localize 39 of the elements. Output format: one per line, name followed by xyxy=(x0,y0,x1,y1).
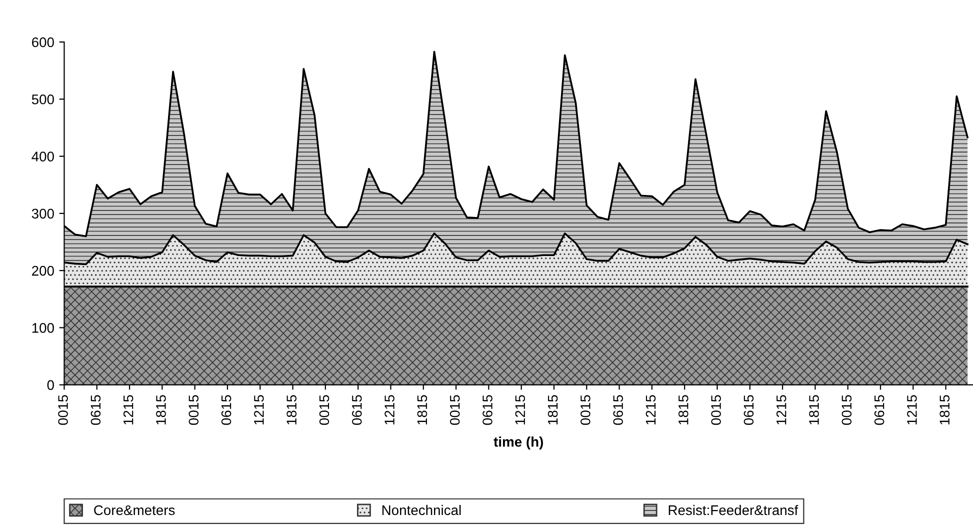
x-tick-label: 0015 xyxy=(188,395,199,425)
x-tick-label: 0015 xyxy=(842,395,852,425)
x-axis-title: time (h) xyxy=(494,436,543,450)
x-tick-label: 1815 xyxy=(548,395,558,424)
y-tick-label: 100 xyxy=(32,323,54,333)
x-tick-label: 1815 xyxy=(940,395,950,424)
x-tick-label: 0015 xyxy=(319,395,330,425)
x-tick-label: 0015 xyxy=(450,395,460,425)
x-tick-label: 1215 xyxy=(907,395,917,424)
x-tick-label: 1215 xyxy=(646,395,656,424)
x-tick-label: 0615 xyxy=(482,395,492,425)
y-tick-label: 400 xyxy=(32,152,54,162)
x-tick-label: 1815 xyxy=(286,395,296,424)
y-tick-label: 300 xyxy=(32,208,54,219)
x-tick-label: 0615 xyxy=(90,395,101,425)
x-tick-label: 0015 xyxy=(580,395,590,425)
x-tick-label: 0615 xyxy=(352,395,362,425)
x-tick-label: 0615 xyxy=(221,395,232,425)
x-tick-label: 1815 xyxy=(678,395,688,424)
y-tick-label: 0 xyxy=(47,380,54,390)
y-tick-label: 200 xyxy=(32,266,54,276)
x-tick-label: 0615 xyxy=(874,395,884,425)
x-tick-label: 1815 xyxy=(809,395,819,424)
x-tick-label: 1815 xyxy=(417,395,428,424)
x-tick-label: 1215 xyxy=(776,395,786,424)
legend-label: Resist:Feeder&transf xyxy=(668,504,798,516)
x-tick-label: 0615 xyxy=(613,395,624,425)
y-tick-label: 500 xyxy=(32,94,54,104)
y-tick-label: 600 xyxy=(32,37,54,48)
x-tick-label: 0015 xyxy=(711,395,721,425)
x-tick-label: 1215 xyxy=(123,395,134,424)
x-tick-label: 1215 xyxy=(254,395,264,424)
x-tick-label: 1815 xyxy=(156,395,166,424)
legend-label: Nontechnical xyxy=(382,504,461,516)
legend-label: Core&meters xyxy=(94,505,175,516)
x-tick-label: 0015 xyxy=(58,395,68,425)
x-tick-label: 0615 xyxy=(744,395,754,425)
x-tick-label: 1215 xyxy=(515,395,526,424)
x-tick-label: 1215 xyxy=(384,395,394,424)
